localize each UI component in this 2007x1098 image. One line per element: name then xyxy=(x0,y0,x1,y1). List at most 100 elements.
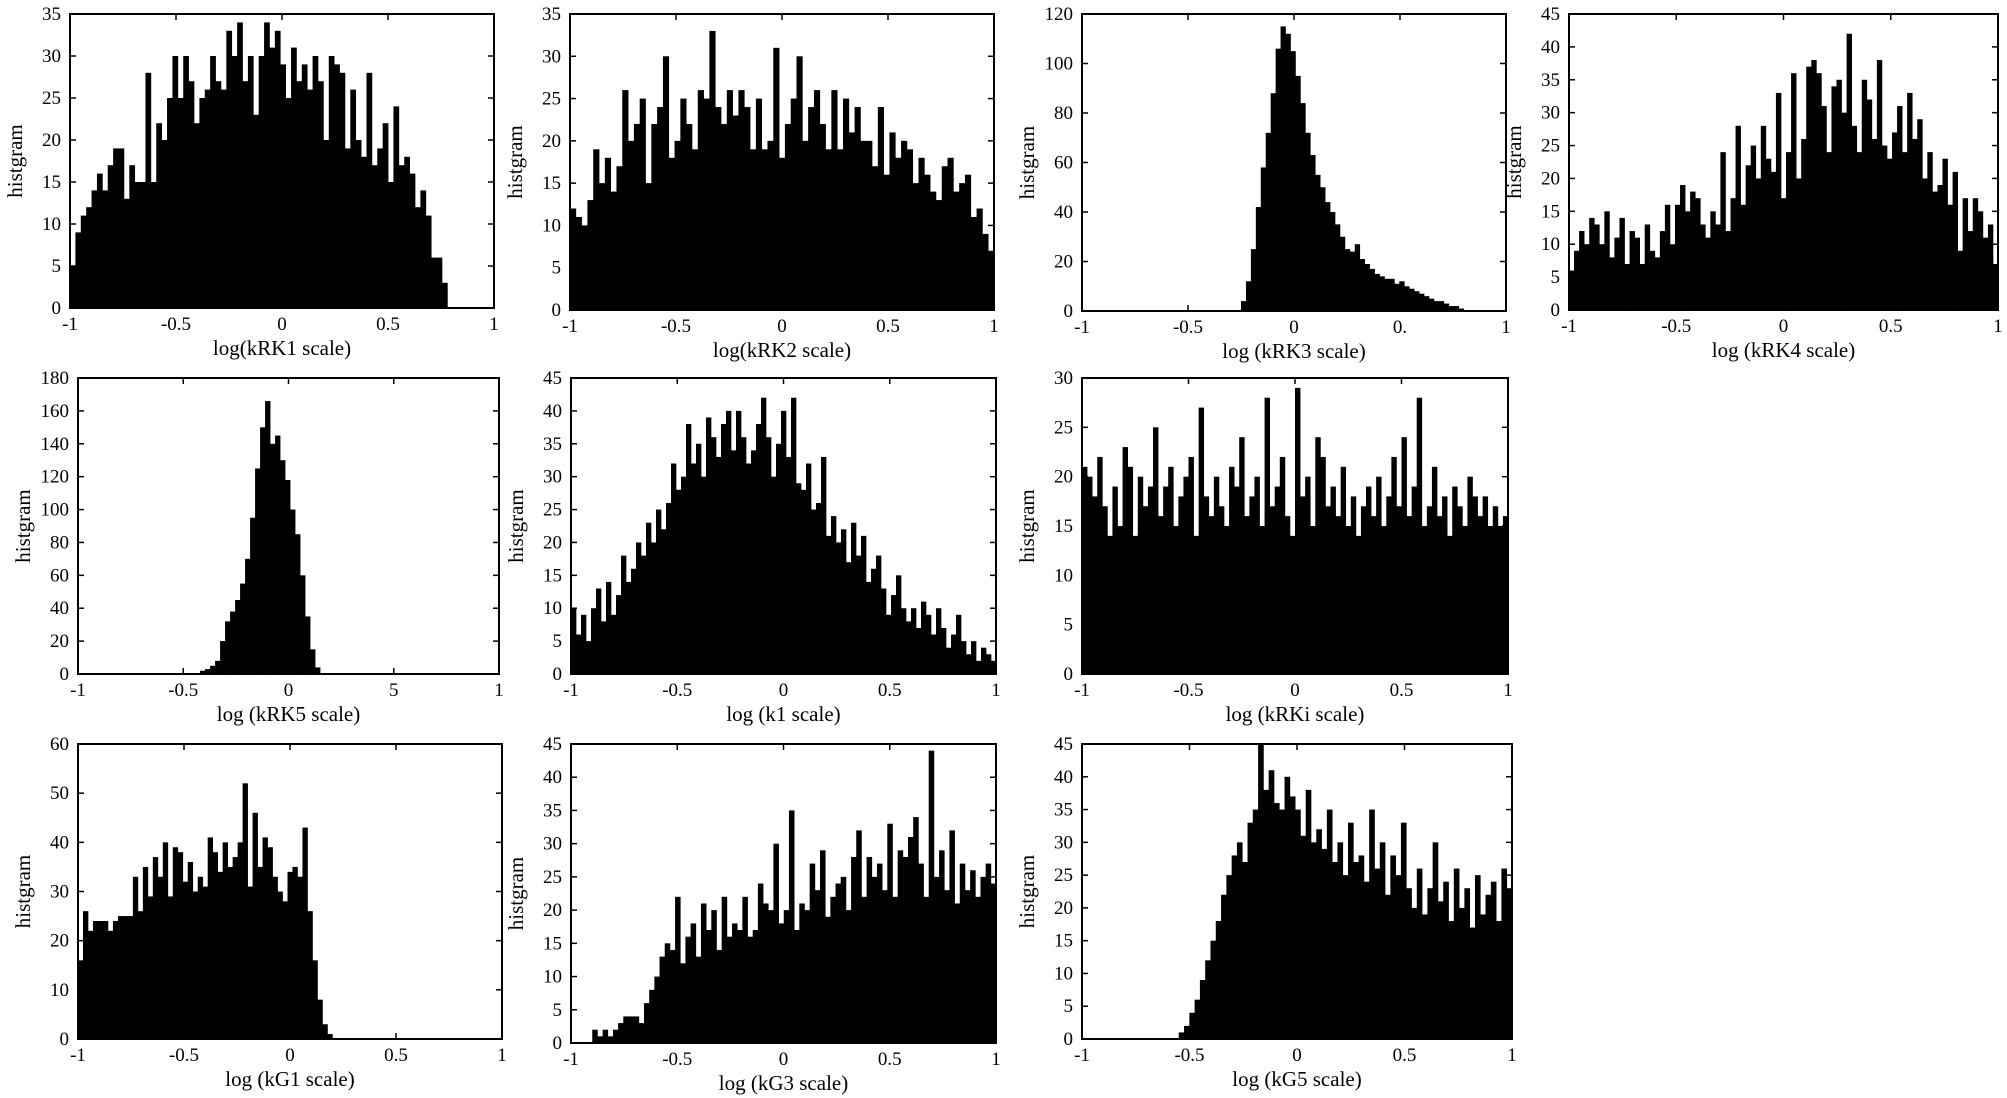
histogram-bar xyxy=(654,976,660,1043)
x-tick-label: -0.5 xyxy=(661,316,691,337)
histogram-bar xyxy=(1295,387,1301,674)
y-tick-label: 80 xyxy=(1054,103,1073,124)
y-tick-label: 15 xyxy=(1541,201,1560,222)
histogram-bar xyxy=(1275,48,1281,312)
histogram-bar xyxy=(622,90,629,310)
histogram-bar xyxy=(801,489,807,674)
histogram-bar xyxy=(941,627,947,674)
y-tick-label: 0 xyxy=(553,1033,563,1054)
histogram-bar xyxy=(662,56,670,310)
histogram-bar xyxy=(906,621,912,674)
histogram-bar xyxy=(990,883,997,1043)
x-axis-label: log (kRKi scale) xyxy=(1226,702,1365,726)
histogram-bar xyxy=(703,98,710,310)
histogram-bar xyxy=(156,123,162,308)
histogram-bar xyxy=(1360,506,1367,674)
histogram-bar xyxy=(804,910,811,1043)
histogram-bar xyxy=(1330,212,1336,311)
histogram-bar xyxy=(361,156,367,308)
histogram-bar xyxy=(1457,506,1463,674)
histogram-bar xyxy=(1745,165,1752,310)
histogram-bar xyxy=(152,857,159,1039)
histogram-bar xyxy=(871,568,877,674)
histogram-bar xyxy=(970,216,977,310)
histogram-bar xyxy=(1391,456,1397,674)
histogram-bar xyxy=(814,890,821,1043)
histogram-bar xyxy=(1389,278,1395,311)
histogram-bar xyxy=(641,555,647,674)
x-tick-label: 1 xyxy=(1993,316,2003,337)
histogram-bar xyxy=(628,1016,635,1043)
histogram-bar xyxy=(709,30,716,310)
histogram-bar xyxy=(913,817,919,1043)
histogram-bar xyxy=(1092,496,1098,674)
histogram-bar xyxy=(954,903,961,1043)
histogram-bar xyxy=(1428,298,1435,312)
histogram-bar xyxy=(1806,66,1812,311)
histogram-bar xyxy=(1459,907,1465,1039)
histogram-bar xyxy=(616,595,622,674)
histogram-bar xyxy=(1395,875,1402,1039)
histogram-bar xyxy=(1674,204,1681,310)
histogram-bar xyxy=(270,443,276,674)
histogram-bar xyxy=(237,842,243,1039)
histogram-bar xyxy=(1796,178,1802,310)
histogram-bar xyxy=(887,823,893,1043)
histogram-bar xyxy=(275,435,281,674)
histogram-bar xyxy=(1153,427,1159,674)
histogram-bar xyxy=(1464,888,1471,1039)
histogram-bar xyxy=(102,190,109,308)
y-tick-label: 30 xyxy=(542,46,561,67)
histogram-bar xyxy=(930,191,937,310)
histogram-bar xyxy=(1255,207,1262,311)
y-tick-label: 35 xyxy=(542,4,561,25)
histogram-bar xyxy=(964,890,971,1043)
y-tick-label: 40 xyxy=(50,832,69,853)
histogram-bar xyxy=(1584,244,1590,310)
x-tick-label: 1 xyxy=(494,680,504,701)
y-tick-label: 30 xyxy=(1054,832,1073,853)
histogram-bar xyxy=(274,30,281,309)
y-tick-label: 15 xyxy=(542,173,561,194)
histogram-bar xyxy=(649,989,655,1043)
histogram-bar xyxy=(1320,456,1326,674)
histogram-bar xyxy=(247,56,254,308)
histogram-bar xyxy=(1315,174,1321,312)
histogram-bar xyxy=(242,81,249,308)
histogram-bar xyxy=(830,896,836,1043)
x-tick-label: -1 xyxy=(62,314,78,335)
histogram-bar xyxy=(986,654,992,674)
histogram-bar xyxy=(1695,198,1701,310)
histogram-bar xyxy=(1379,276,1385,311)
histogram-bar xyxy=(639,98,646,310)
histogram-bar xyxy=(866,856,873,1043)
histogram-bar xyxy=(819,123,826,310)
x-tick-label: 1 xyxy=(1501,317,1511,338)
histogram-bar xyxy=(645,183,652,310)
histogram-bar xyxy=(1379,842,1386,1039)
histogram-bar xyxy=(262,837,268,1039)
y-tick-label: 80 xyxy=(50,532,69,553)
histogram-bar xyxy=(102,921,109,1039)
histogram-bar xyxy=(991,660,997,674)
histogram-bar xyxy=(1335,516,1341,674)
y-tick-label: 25 xyxy=(543,500,562,521)
histogram-bar xyxy=(1285,33,1291,312)
y-tick-label: 15 xyxy=(42,172,61,193)
histogram-bar xyxy=(970,870,976,1043)
x-tick-label: 0 xyxy=(1290,680,1300,701)
histogram-bar xyxy=(172,56,179,308)
histogram-bar xyxy=(230,611,236,674)
histogram-bar xyxy=(322,1024,328,1039)
histogram-bar xyxy=(681,476,687,674)
histogram-bar xyxy=(1210,940,1217,1039)
histogram-bar xyxy=(680,963,686,1043)
histogram-bar xyxy=(1218,506,1225,674)
histogram-bar xyxy=(607,1036,614,1043)
histogram-bar xyxy=(826,535,832,674)
histogram-bar xyxy=(756,424,762,674)
y-tick-label: 100 xyxy=(1045,54,1074,75)
histogram-bar xyxy=(1700,224,1706,310)
